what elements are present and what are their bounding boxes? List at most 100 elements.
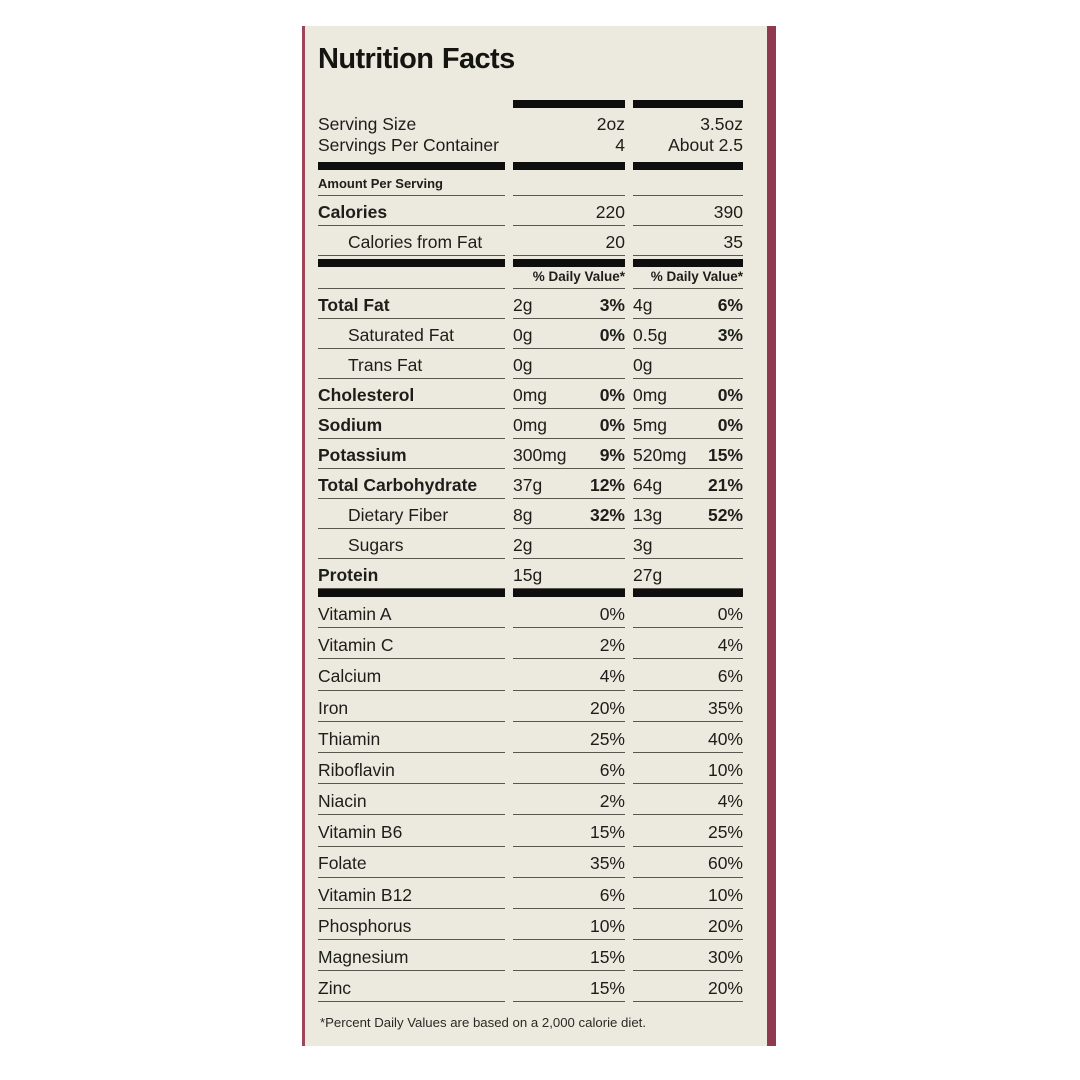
daily-value-header-col1: % Daily Value* [513, 269, 625, 289]
vitamin-daily-value-col1: 10% [513, 916, 625, 941]
serving-value-col1: 4 [615, 134, 625, 155]
spacer-cell [633, 192, 743, 196]
calorie-row-name: Calories from Fat [348, 231, 483, 252]
calorie-value-col2: 35 [633, 232, 743, 256]
vitamin-daily-value-col2: 25% [633, 823, 743, 847]
nutrient-row: Potassium 300mg 9% 520mg 15% [318, 439, 745, 469]
nutrient-amount-col2: 0g [633, 354, 653, 375]
nutrient-name-cell: Trans Fat [318, 354, 505, 379]
nutrient-daily-value-col2: 15% [707, 444, 743, 465]
vitamin-name: Phosphorus [318, 916, 505, 941]
vitamin-daily-value-col2: 20% [633, 916, 743, 941]
nutrient-name-cell: Protein [318, 565, 505, 589]
nutrient-amount-col2: 64g [633, 474, 663, 495]
separator-bar-cell [513, 259, 625, 267]
nutrient-col1: 37g 12% [513, 475, 625, 499]
calorie-row-name-cell: Calories from Fat [318, 231, 505, 256]
vitamin-daily-value-col1: 0% [513, 604, 625, 629]
vitamin-row: Folate 35% 60% [318, 847, 745, 878]
vitamin-daily-value-col1: 35% [513, 854, 625, 878]
separator-bar-cell [318, 589, 505, 597]
nutrient-col2: 13g 52% [633, 505, 743, 529]
nutrient-amount-col1: 0g [513, 324, 533, 345]
vitamin-row: Iron 20% 35% [318, 691, 745, 722]
nutrient-amount-col2: 5mg [633, 414, 668, 435]
serving-value-col1: 2oz [596, 113, 625, 134]
vitamin-daily-value-col1: 4% [513, 667, 625, 691]
nutrient-row: Total Carbohydrate 37g 12% 64g 21% [318, 469, 745, 499]
vitamin-daily-value-col1: 15% [513, 978, 625, 1003]
nutrient-daily-value-col2: 0% [717, 384, 743, 405]
nutrient-name-cell: Total Carbohydrate [318, 474, 505, 499]
nutrient-name-cell: Total Fat [318, 294, 505, 319]
vitamin-row: Niacin 2% 4% [318, 784, 745, 816]
separator-bar-cell [633, 589, 743, 597]
separator-bar-cell [513, 100, 625, 108]
separator-bar-cell [513, 162, 625, 170]
separator-bar [318, 162, 505, 170]
vitamin-row: Magnesium 15% 30% [318, 940, 745, 972]
nutrient-amount-col2: 27g [633, 564, 663, 585]
spacer-cell [513, 192, 625, 196]
nutrient-name: Total Fat [318, 294, 390, 315]
separator-bar-cell [318, 259, 505, 267]
separator-bar-cell [318, 162, 505, 170]
vitamin-row: Vitamin B6 15% 25% [318, 815, 745, 847]
nutrient-name-cell: Sodium [318, 414, 505, 439]
nutrient-name-cell: Potassium [318, 444, 505, 469]
nutrient-col2: 64g 21% [633, 474, 743, 499]
nutrient-name: Trans Fat [348, 354, 423, 375]
separator-bar [633, 100, 743, 108]
vitamin-name: Calcium [318, 667, 505, 691]
amount-per-serving-row: Amount Per Serving [318, 170, 745, 196]
nutrient-name: Sodium [318, 414, 383, 435]
nutrition-facts-label: Nutrition Facts Serving Size 2oz 3.5oz S… [302, 26, 776, 1046]
nutrient-col1: 8g 32% [513, 504, 625, 529]
nutrient-col2: 27g [633, 564, 743, 589]
nutrient-amount-col1: 0mg [513, 414, 548, 435]
nutrient-amount-col1: 2g [513, 294, 533, 315]
spacer-cell [318, 285, 505, 289]
separator-row [318, 162, 745, 170]
nutrient-col1: 0mg 0% [513, 414, 625, 439]
separator-bar [633, 259, 743, 267]
nutrient-col1: 0g 0% [513, 324, 625, 349]
vitamin-daily-value-col1: 6% [513, 760, 625, 785]
serving-row-name: Serving Size [318, 113, 417, 134]
vitamin-daily-value-col1: 20% [513, 698, 625, 722]
serving-value-col2: About 2.5 [668, 134, 743, 155]
separator-bar-cell [513, 589, 625, 597]
nutrient-daily-value-col1: 3% [599, 294, 625, 315]
nutrient-name: Potassium [318, 444, 407, 465]
nutrient-name: Total Carbohydrate [318, 474, 478, 495]
vitamin-row: Zinc 15% 20% [318, 971, 745, 1003]
calorie-row: Calories 220 390 [318, 196, 745, 226]
vitamin-name: Magnesium [318, 947, 505, 972]
vitamin-daily-value-col2: 0% [633, 604, 743, 629]
nutrient-daily-value-col1: 32% [589, 504, 625, 525]
nutrient-daily-value-col1: 0% [599, 324, 625, 345]
separator-bar [513, 100, 625, 108]
nutrient-row: Dietary Fiber 8g 32% 13g 52% [318, 499, 745, 529]
nutrient-row: Trans Fat 0g 0g [318, 349, 745, 379]
calorie-row: Calories from Fat 20 35 [318, 226, 745, 256]
vitamin-name: Iron [318, 698, 505, 722]
nutrient-col1: 300mg 9% [513, 445, 625, 469]
vitamin-name: Vitamin B12 [318, 885, 505, 909]
separator-bar-cell [633, 162, 743, 170]
vitamin-name: Niacin [318, 791, 505, 816]
nutrient-amount-col2: 4g [633, 294, 653, 315]
nutrient-amount-col1: 2g [513, 534, 533, 555]
vitamin-daily-value-col1: 2% [513, 635, 625, 660]
nutrient-daily-value-col2: 0% [717, 414, 743, 435]
serving-row: Serving Size 2oz 3.5oz [318, 113, 745, 134]
daily-value-footnote: *Percent Daily Values are based on a 2,0… [320, 1015, 646, 1031]
daily-value-header-row: % Daily Value* % Daily Value* [318, 267, 745, 289]
serving-value-col2: 3.5oz [700, 113, 743, 134]
serving-row: Servings Per Container 4 About 2.5 [318, 134, 745, 155]
calorie-row-name-cell: Calories [318, 202, 505, 226]
nutrient-row: Sugars 2g 3g [318, 529, 745, 559]
nutrient-col2: 520mg 15% [633, 444, 743, 469]
nutrient-daily-value-col2: 21% [707, 474, 743, 495]
